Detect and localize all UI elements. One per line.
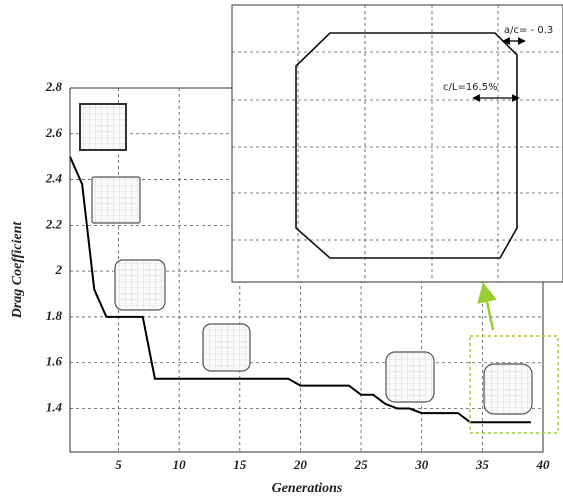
x-tick-label: 20 [293, 457, 308, 472]
x-tick-label: 10 [173, 457, 187, 472]
y-tick-label: 2.8 [45, 79, 63, 94]
y-tick-label: 1.4 [46, 399, 63, 414]
x-tick-label: 25 [354, 457, 369, 472]
chart: 1.4 1.6 1.8 2 2.2 2.4 2.6 2.8 5 10 15 20 25 30 35 40 a/… [0, 0, 563, 498]
inset: a/c= - 0.3 c/L=16.5% [232, 5, 563, 282]
highlight-arrow [485, 292, 493, 330]
y-tick-label: 2.2 [45, 216, 63, 231]
x-tick-label: 40 [536, 457, 551, 472]
x-tick-label: 5 [115, 457, 122, 472]
y-axis-label: Drag Coefficient [10, 221, 25, 320]
x-tick-label: 30 [414, 457, 429, 472]
y-tick-label: 2.4 [45, 171, 63, 186]
x-tick-label: 35 [475, 457, 490, 472]
annotation: c/L=16.5% [443, 82, 498, 93]
y-tick-label: 2.6 [45, 125, 63, 140]
x-tick-label: 15 [233, 457, 247, 472]
annotation: a/c= - 0.3 [504, 25, 553, 36]
y-tick-label: 1.6 [46, 354, 63, 369]
y-tick-label: 1.8 [46, 308, 63, 323]
x-axis-label: Generations [272, 481, 343, 496]
y-tick-label: 2 [55, 262, 63, 277]
